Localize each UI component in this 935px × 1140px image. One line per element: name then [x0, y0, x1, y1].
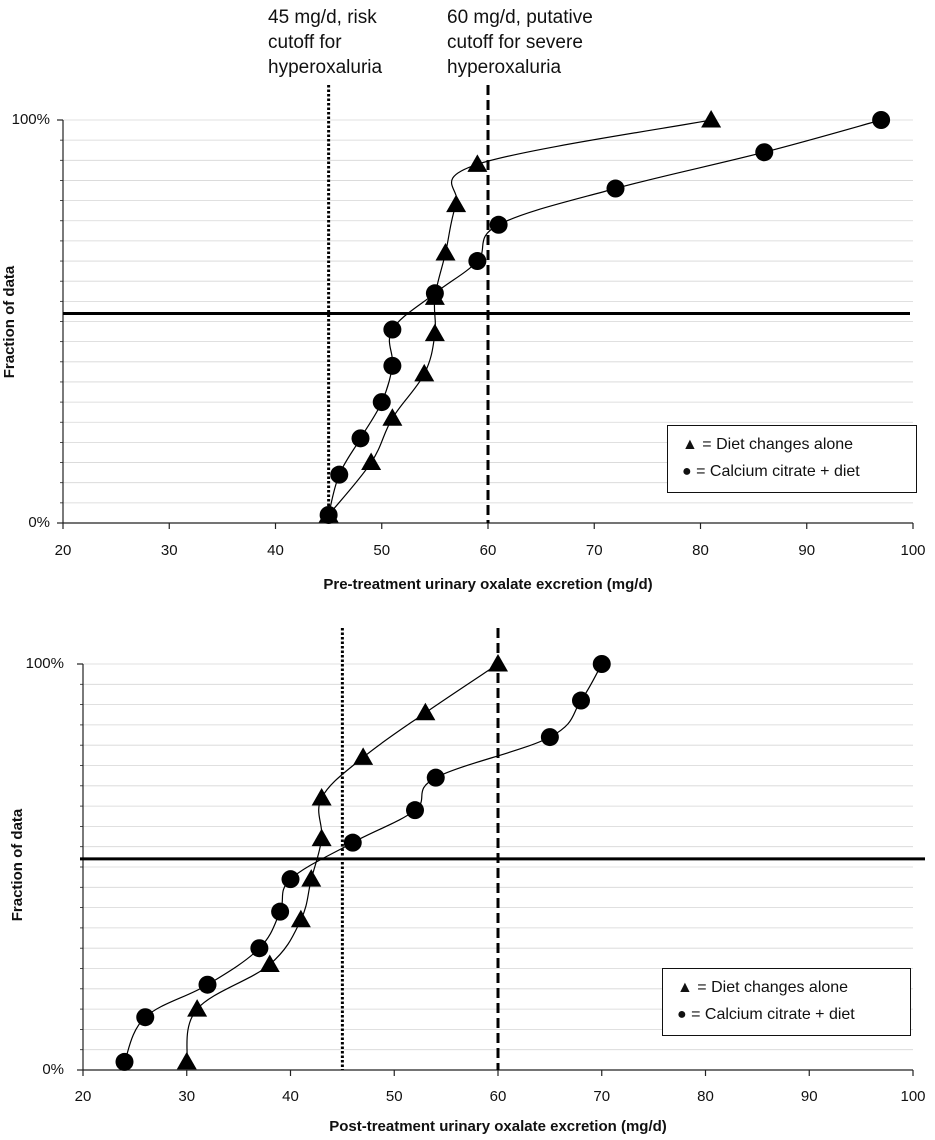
triangle-data-point	[361, 452, 382, 471]
circle-data-point	[343, 833, 362, 852]
circle-data-point	[406, 801, 424, 820]
circle-data-point	[606, 179, 625, 198]
triangle-data-point	[446, 194, 467, 213]
x-tick-label: 90	[798, 542, 815, 559]
circle-data-point	[136, 1008, 155, 1027]
circle-data-point	[755, 143, 774, 162]
legend-pre: ▲ = Diet changes alone ● = Calcium citra…	[667, 425, 917, 493]
circle-data-point	[540, 728, 559, 747]
triangle-data-point	[176, 1051, 197, 1070]
x-tick-label: 50	[373, 542, 390, 559]
legend-label-diet: = Diet changes alone	[702, 436, 854, 453]
y-tick-label: 0%	[28, 514, 50, 531]
legend-label-citrate: = Calcium citrate + diet	[691, 1006, 855, 1023]
circle-data-point	[271, 902, 290, 921]
legend-label-citrate: = Calcium citrate + diet	[696, 463, 860, 480]
circle-data-point	[319, 505, 338, 524]
triangle-data-point	[259, 954, 280, 972]
y-tick-label: 0%	[42, 1061, 64, 1078]
circle-data-point	[250, 939, 269, 958]
circle-data-point	[198, 975, 217, 994]
x-tick-label: 50	[386, 1088, 403, 1105]
x-tick-label: 80	[697, 1088, 714, 1105]
x-tick-label: 100	[900, 1088, 925, 1105]
x-tick-label: 20	[55, 542, 72, 559]
circle-data-point	[872, 111, 891, 129]
triangle-data-point	[435, 242, 456, 261]
circle-data-point	[426, 768, 445, 787]
circle-data-point	[383, 356, 402, 375]
legend-label-diet: = Diet changes alone	[697, 979, 849, 996]
circle-marker-icon: ●	[677, 1006, 687, 1023]
x-tick-label: 20	[75, 1088, 92, 1105]
x-axis-label: Pre-treatment urinary oxalate excretion …	[323, 576, 652, 593]
x-tick-label: 60	[490, 1088, 507, 1105]
circle-data-point	[330, 465, 349, 484]
circle-data-point	[281, 870, 300, 889]
triangle-data-point	[382, 408, 403, 426]
triangle-data-point	[311, 828, 332, 847]
triangle-data-point	[701, 110, 722, 128]
x-tick-label: 100	[900, 542, 925, 559]
triangle-data-point	[415, 702, 436, 721]
circle-data-point	[383, 320, 402, 339]
x-axis-label: Post-treatment urinary oxalate excretion…	[329, 1118, 667, 1135]
x-tick-label: 70	[593, 1088, 610, 1105]
triangle-data-point	[187, 999, 208, 1017]
post-treatment-chart: 20 30 40 50 60 70 80 90 100 0% 100% Post-treatment …	[9, 628, 926, 1135]
triangle-marker-icon: ▲	[677, 979, 693, 996]
x-tick-label: 30	[178, 1088, 195, 1105]
triangle-data-point	[414, 363, 435, 382]
triangle-data-point	[424, 323, 445, 342]
triangle-data-point	[467, 154, 488, 172]
x-tick-label: 40	[282, 1088, 299, 1105]
x-tick-label: 30	[161, 542, 178, 559]
x-tick-label: 80	[692, 542, 709, 559]
circle-data-point	[468, 252, 487, 271]
y-tick-label: 100%	[26, 655, 64, 672]
circle-data-point	[425, 284, 444, 303]
legend-post: ▲ = Diet changes alone ● = Calcium citra…	[662, 968, 911, 1036]
triangle-marker-icon: ▲	[682, 436, 698, 453]
x-tick-label: 90	[801, 1088, 818, 1105]
x-tick-label: 70	[586, 542, 603, 559]
y-tick-label: 100%	[12, 111, 50, 128]
triangle-data-point	[301, 869, 322, 887]
circle-data-point	[572, 691, 590, 710]
triangle-data-point	[488, 654, 508, 672]
x-tick-label: 60	[480, 542, 497, 559]
circle-data-point	[351, 429, 370, 448]
pre-treatment-chart: 20 30 40 50 60 70 80 90 100 0% 100% Pre-treatment u…	[1, 85, 926, 593]
y-axis-label: Fraction of data	[1, 265, 18, 378]
cutoff-45-annotation: 45 mg/d, risk cutoff for hyperoxaluria	[268, 7, 383, 78]
circle-data-point	[115, 1052, 134, 1071]
circle-marker-icon: ●	[682, 463, 692, 480]
y-axis-label: Fraction of data	[9, 808, 26, 921]
series-line-triangle	[186, 663, 499, 1063]
x-tick-label: 40	[267, 542, 284, 559]
triangle-data-point	[290, 909, 311, 928]
triangle-data-point	[353, 747, 374, 765]
circle-data-point	[592, 655, 611, 673]
circle-data-point	[372, 393, 391, 412]
triangle-data-point	[311, 787, 332, 806]
circle-data-point	[489, 215, 508, 234]
cutoff-60-annotation: 60 mg/d, putative cutoff for severe hype…	[447, 7, 593, 78]
